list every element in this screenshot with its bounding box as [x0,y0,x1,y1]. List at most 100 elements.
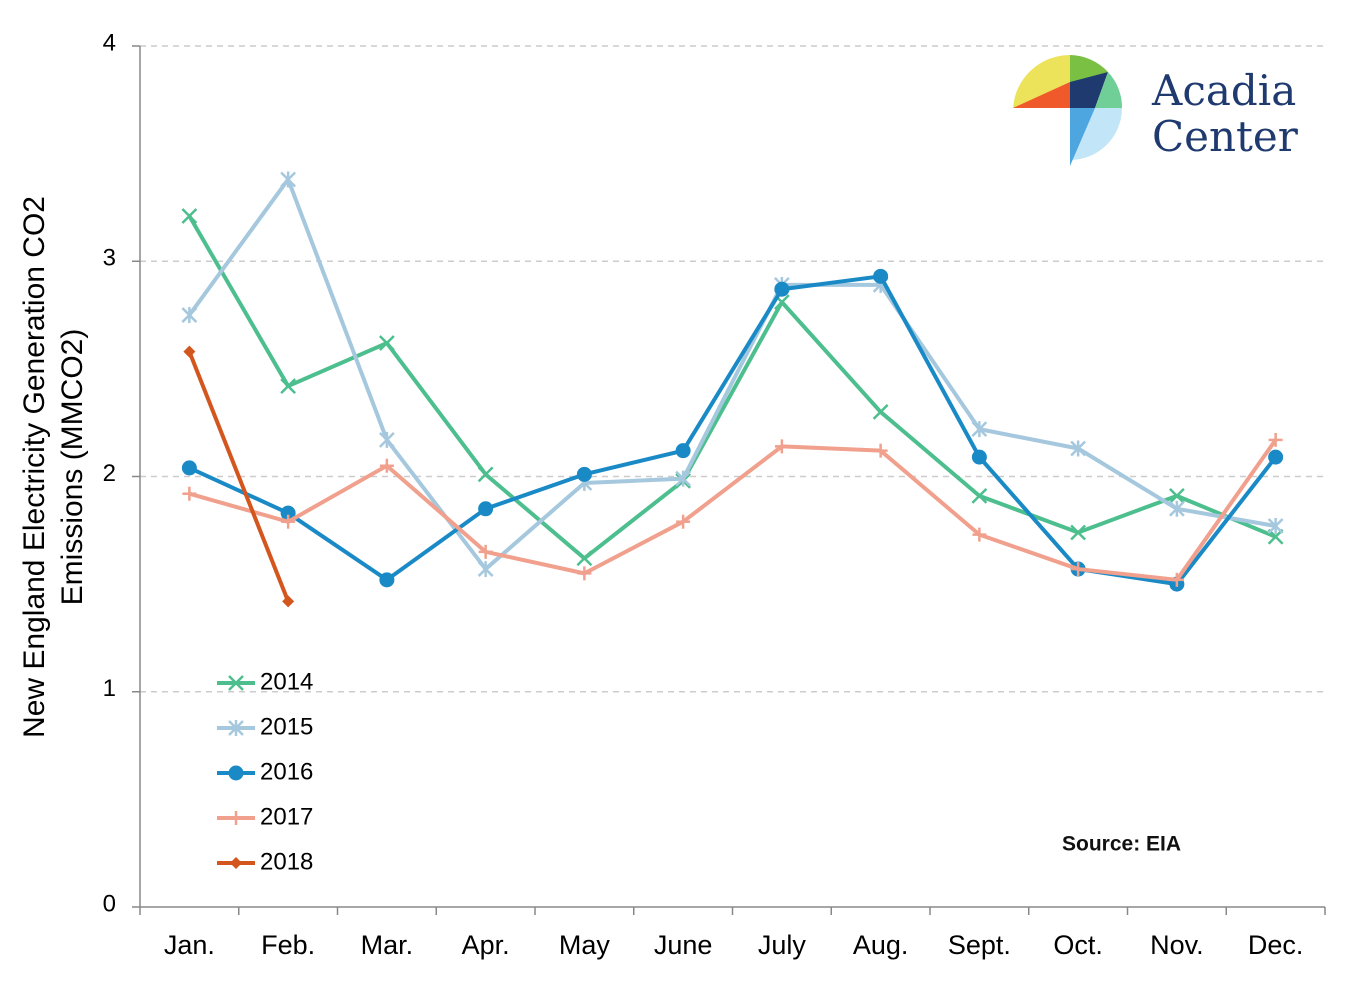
legend-label: 2018 [260,848,313,875]
marker [280,171,297,188]
marker [378,335,395,351]
marker-part [873,268,889,284]
marker [1070,524,1087,541]
marker [576,550,593,567]
marker [281,514,296,529]
x-tick-label: Sept. [948,930,1011,960]
x-tick-label: Feb. [261,930,315,960]
marker [676,514,691,529]
marker [971,449,987,465]
logo-shape [1013,82,1070,108]
legend-label: 2015 [260,713,313,740]
marker [228,765,244,781]
logo-text: Acadia [1151,66,1296,115]
marker-part [478,501,494,517]
x-tick-label: Apr. [462,930,510,960]
marker-part [774,281,790,297]
marker [675,470,692,487]
marker [478,544,493,559]
y-tick-label: 3 [103,245,116,272]
marker-part [181,208,198,224]
marker-part [477,466,494,483]
marker-part [1070,524,1087,541]
marker [280,505,296,521]
marker [1267,518,1284,535]
x-tick-label: May [559,930,611,960]
series-line [187,350,290,603]
legend-label: 2017 [260,803,313,830]
y-tick-label: 4 [103,29,116,56]
marker [774,281,790,297]
marker [872,404,889,420]
marker [675,443,691,459]
marker [972,527,987,542]
marker-part [230,857,242,869]
x-tick-label: Aug. [853,930,909,960]
marker [873,268,889,284]
marker-part [773,294,790,311]
series-line [188,274,1278,587]
marker [229,811,243,825]
logo-shape [1070,72,1108,108]
marker [282,595,295,608]
marker [774,439,789,454]
marker [971,421,988,438]
marker [182,486,197,501]
marker-part [181,460,197,476]
marker-part [576,550,593,567]
series-line [187,215,1277,561]
annotation: Source: EIA [1062,833,1181,856]
marker-part [280,378,297,394]
logo-text: Center [1152,112,1299,161]
x-tick-label: Oct. [1053,930,1103,960]
marker [228,675,244,691]
marker-part [872,404,889,420]
marker-part [971,449,987,465]
marker [1070,440,1087,457]
marker-part [1168,487,1185,504]
x-tick-label: Nov. [1150,930,1204,960]
y-axis-title-line: Emissions (MMCO2) [56,329,89,606]
marker [577,566,592,581]
series-line [187,177,1276,572]
marker [477,561,494,578]
marker [181,208,198,224]
x-tick-label: June [654,930,713,960]
marker [1168,487,1185,504]
logo-shape [1070,108,1095,166]
marker [478,501,494,517]
marker [181,460,197,476]
x-tick-label: July [758,930,807,960]
marker [971,487,988,504]
marker [378,431,395,448]
marker-part [282,595,295,608]
y-tick-label: 1 [103,675,116,702]
marker [230,857,242,869]
marker [183,345,196,358]
x-tick-label: Dec. [1248,930,1304,960]
marker [1071,562,1086,577]
marker-part [228,675,244,691]
series-line [188,438,1278,582]
marker-part [379,572,395,588]
marker [228,720,244,736]
marker [576,466,592,482]
y-axis-title-line: New England Electricity Generation CO2 [18,196,51,738]
marker [1168,500,1185,517]
y-tick-label: 2 [103,460,116,487]
marker [1169,572,1184,587]
marker [379,458,394,473]
marker [280,378,297,394]
marker [181,307,198,324]
marker-part [228,765,244,781]
y-axis-title: New England Electricity Generation CO2 E… [18,196,89,738]
marker [873,443,888,458]
marker [1268,449,1284,465]
marker-part [183,345,196,358]
legend-label: 2014 [260,668,313,695]
logo: Acadia Center [1013,54,1299,166]
legend-label: 2016 [260,758,313,785]
marker-part [675,443,691,459]
marker-part [971,487,988,504]
